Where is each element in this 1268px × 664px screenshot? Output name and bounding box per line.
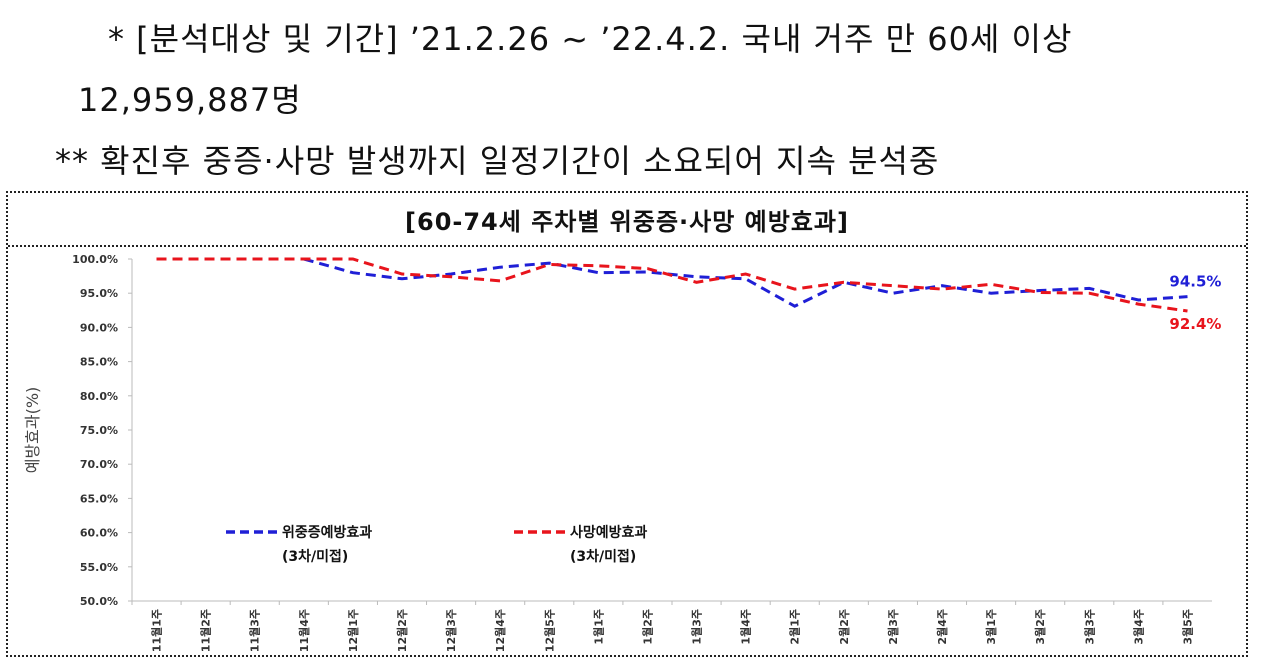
x-tick-label: 2월4주: [935, 609, 949, 645]
x-tick-label: 3월4주: [1131, 609, 1145, 645]
y-tick-label: 50.0%: [80, 595, 118, 608]
y-tick-label: 100.0%: [72, 253, 118, 266]
y-tick-label: 60.0%: [80, 527, 118, 540]
x-tick-label: 12월1주: [346, 609, 360, 652]
y-tick-label: 65.0%: [80, 492, 118, 505]
legend-note: (3차/미접): [570, 549, 636, 565]
x-tick-label: 12월4주: [493, 609, 507, 652]
legend-note: (3차/미접): [282, 549, 348, 565]
x-tick-label: 3월1주: [984, 609, 998, 645]
x-tick-label: 11월2주: [199, 609, 213, 652]
y-tick-label: 90.0%: [80, 321, 118, 334]
ongoing-analysis-note: ** 확진후 중증·사망 발생까지 일정기간이 소요되어 지속 분석중: [55, 142, 940, 180]
x-tick-label: 1월2주: [640, 609, 654, 645]
y-tick-label: 80.0%: [80, 390, 118, 403]
analysis-period-note: * [분석대상 및 기간] ’21.2.26 ~ ’22.4.2. 국내 거주 …: [108, 20, 1073, 58]
x-tick-label: 2월3주: [886, 609, 900, 645]
chart-title: [60-74세 주차별 위중증·사망 예방효과]: [8, 193, 1246, 247]
x-tick-label: 12월3주: [444, 609, 458, 652]
x-tick-label: 1월1주: [591, 609, 605, 645]
x-tick-label: 1월3주: [690, 609, 704, 645]
series-line-severe: [303, 257, 1188, 308]
x-tick-label: 11월1주: [150, 609, 164, 652]
chart-container: [60-74세 주차별 위중증·사망 예방효과] 100.0% 95.0% 90.0…: [6, 191, 1248, 657]
x-tick-label: 11월3주: [248, 609, 262, 652]
legend-label: 위중증예방효과: [282, 524, 372, 541]
x-tick-label: 3월2주: [1033, 609, 1047, 645]
x-tick-label: 12월2주: [395, 609, 409, 652]
x-tick-label: 3월5주: [1180, 609, 1194, 645]
series-line-death: [156, 257, 1188, 313]
x-tick-label: 3월3주: [1082, 609, 1096, 645]
series-end-label: 92.4%: [1169, 315, 1221, 333]
legend-label: 사망예방효과: [570, 524, 647, 541]
y-tick-label: 85.0%: [80, 356, 118, 369]
y-tick-label: 95.0%: [80, 287, 118, 300]
line-chart: 100.0% 95.0% 90.0% 85.0% 80.0% 75.0% 70.0% 65.0…: [23, 253, 1221, 652]
x-tick-label: 2월1주: [788, 609, 802, 645]
series-end-label: 94.5%: [1169, 273, 1221, 291]
y-tick-label: 55.0%: [80, 561, 118, 574]
y-tick-label: 70.0%: [80, 458, 118, 471]
analysis-population-count: 12,959,887명: [78, 81, 302, 119]
x-tick-label: 12월5주: [542, 609, 556, 652]
x-tick-label: 1월4주: [739, 609, 753, 645]
x-tick-label: 11월4주: [297, 609, 311, 652]
y-axis-title: 예방효과(%): [23, 387, 42, 474]
y-tick-label: 75.0%: [80, 424, 118, 437]
x-tick-label: 2월2주: [837, 609, 851, 645]
